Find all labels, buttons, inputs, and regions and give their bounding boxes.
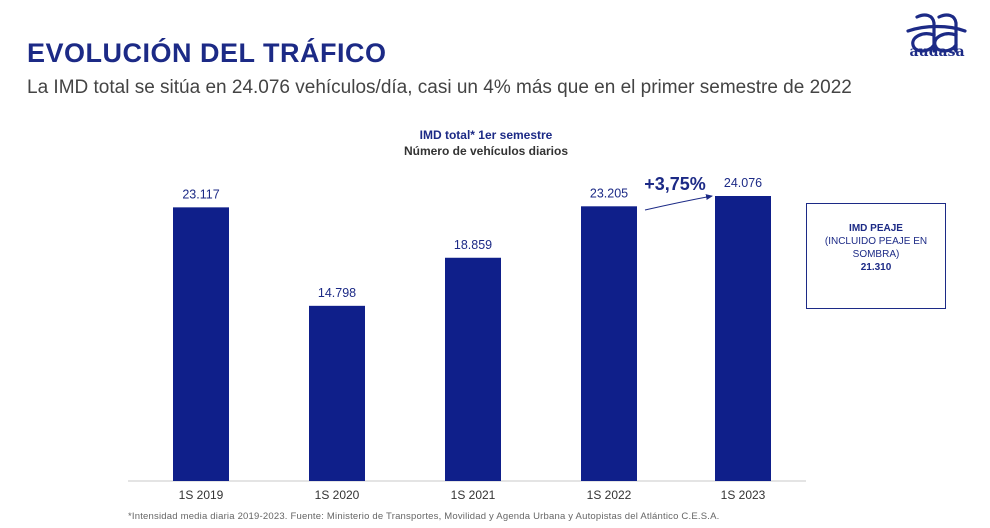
bar-value-label: 14.798 — [318, 286, 356, 300]
page-subtitle: La IMD total se sitúa en 24.076 vehículo… — [27, 77, 852, 98]
imd-peaje-box: IMD PEAJE (INCLUIDO PEAJE EN SOMBRA) 21.… — [806, 203, 946, 309]
imd-peaje-note-2: SOMBRA) — [852, 249, 900, 260]
imd-peaje-note-1: (INCLUIDO PEAJE EN — [824, 236, 928, 247]
chart-title: IMD total* 1er semestre — [419, 128, 553, 142]
footnote: *Intensidad media diaria 2019-2023. Fuen… — [128, 511, 720, 522]
x-tick-label: 1S 2021 — [451, 488, 496, 502]
x-tick-label: 1S 2022 — [587, 488, 632, 502]
bar-value-label: 18.859 — [454, 238, 492, 252]
bar-1s-2023 — [715, 196, 771, 481]
growth-annotation: +3,75% — [644, 174, 706, 194]
logo-wordmark: audasa — [909, 44, 965, 60]
x-tick-label: 1S 2019 — [179, 488, 224, 502]
bar-1s-2019 — [173, 207, 229, 481]
aa-logo-icon — [906, 13, 967, 53]
x-tick-label: 1S 2020 — [315, 488, 360, 502]
bar-1s-2020 — [309, 305, 365, 481]
bar-1s-2021 — [445, 257, 501, 481]
imd-peaje-value: 21.310 — [860, 262, 892, 273]
bar-1s-2022 — [581, 206, 637, 481]
chart-subtitle: Número de vehículos diarios — [403, 144, 569, 158]
x-tick-label: 1S 2023 — [721, 488, 766, 502]
chart-title-block: IMD total* 1er semestre Número de vehícu… — [336, 127, 636, 159]
imd-peaje-title: IMD PEAJE — [849, 223, 903, 234]
bar-value-label: 23.117 — [182, 187, 219, 201]
page-title: EVOLUCIÓN DEL TRÁFICO — [27, 38, 387, 68]
bar-value-label: 23.205 — [590, 186, 628, 200]
bar-value-label: 24.076 — [724, 176, 762, 190]
growth-arrow — [644, 194, 713, 211]
